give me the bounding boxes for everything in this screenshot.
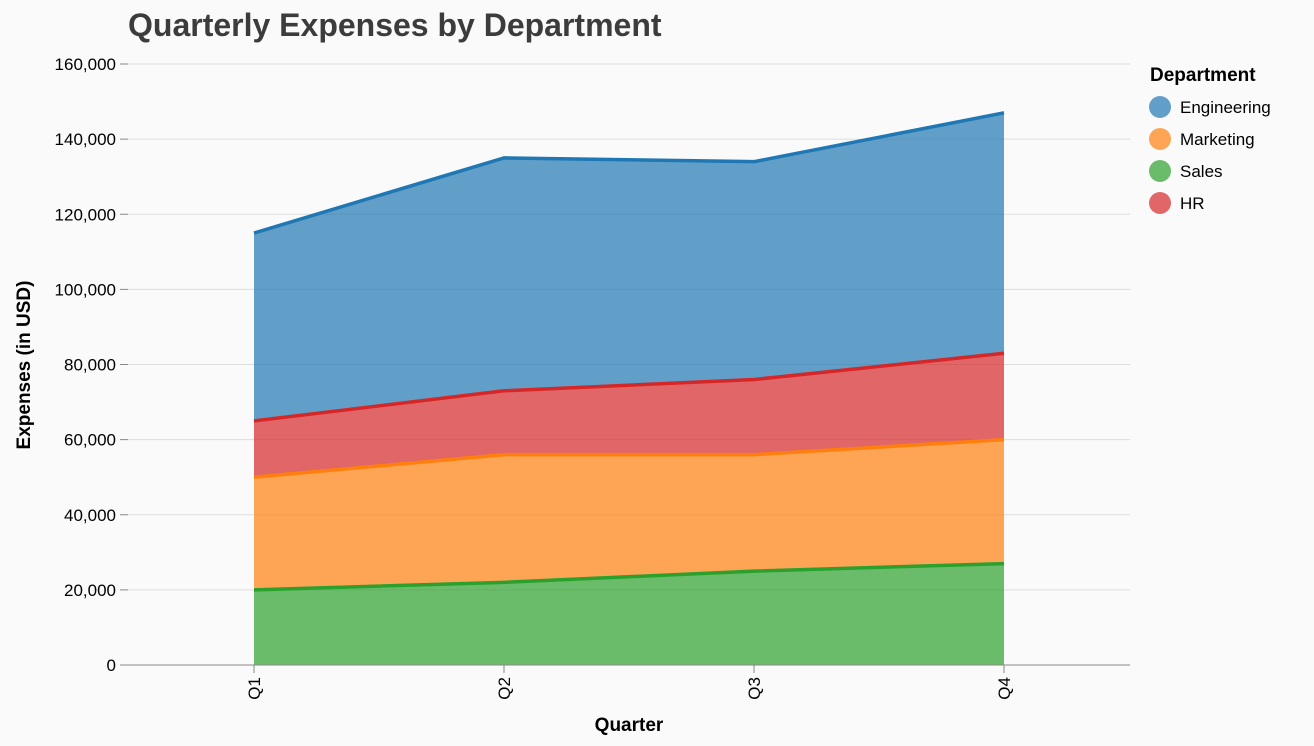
area-hr	[254, 353, 1004, 478]
y-tick-label: 100,000	[55, 280, 116, 299]
legend-label: Engineering	[1180, 98, 1271, 117]
y-tick-label: 40,000	[64, 506, 116, 525]
line-sales	[253, 561, 1005, 592]
legend-swatch	[1149, 96, 1171, 118]
area-series	[253, 111, 1005, 665]
line-hr	[253, 351, 1005, 423]
y-tick-label: 80,000	[64, 356, 116, 375]
legend-label: HR	[1180, 194, 1205, 213]
legend-label: Marketing	[1180, 130, 1255, 149]
y-tick-label: 20,000	[64, 581, 116, 600]
x-tick-label: Q1	[245, 677, 264, 700]
y-tick-label: 120,000	[55, 205, 116, 224]
x-axis-title: Quarter	[595, 715, 664, 736]
x-tick-label: Q2	[495, 677, 514, 700]
legend-swatch	[1149, 160, 1171, 182]
legend-item-sales: Sales	[1149, 160, 1223, 182]
legend-item-hr: HR	[1149, 192, 1205, 214]
legend-item-engineering: Engineering	[1149, 96, 1271, 118]
y-axis-title: Expenses (in USD)	[14, 281, 35, 450]
y-tick-label: 60,000	[64, 431, 116, 450]
y-tick-label: 140,000	[55, 130, 116, 149]
legend-item-marketing: Marketing	[1149, 128, 1255, 150]
line-marketing	[253, 437, 1005, 479]
y-tick-label: 160,000	[55, 55, 116, 74]
legend-label: Sales	[1180, 162, 1223, 181]
axes: 0 20,000 40,000 60,000 80,000 100,000 120,000 1…	[55, 55, 1130, 700]
y-tick-label: 0	[107, 656, 116, 675]
legend-swatch	[1149, 128, 1171, 150]
area-engineering	[254, 112, 1004, 421]
legend-swatch	[1149, 192, 1171, 214]
x-tick-label: Q3	[745, 677, 764, 700]
x-tick-label: Q4	[995, 677, 1014, 700]
legend: Department Engineering Marketing Sales HR	[1149, 65, 1271, 214]
area-marketing	[254, 439, 1004, 590]
legend-title: Department	[1150, 65, 1256, 86]
line-engineering	[253, 111, 1005, 235]
area-sales	[254, 563, 1004, 665]
chart-title: Quarterly Expenses by Department	[128, 7, 662, 43]
